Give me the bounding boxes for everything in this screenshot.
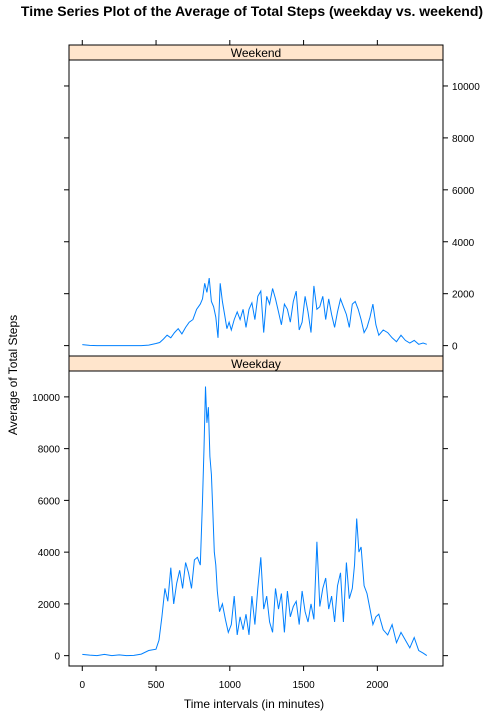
x-tick-label-2000: 2000 [366, 680, 389, 691]
x-tick-label-1000: 1000 [219, 680, 242, 691]
x-tick-label-0: 0 [79, 680, 85, 691]
y-tick-label-weekend-4000: 4000 [452, 238, 475, 249]
series-line-weekday [82, 386, 428, 657]
y-tick-label-weekend-2000: 2000 [452, 290, 475, 301]
y-tick-label-weekday-0: 0 [54, 652, 60, 663]
strip-label-weekend: Weekend [231, 46, 281, 60]
x-tick-label-500: 500 [148, 680, 165, 691]
strip-label-weekday: Weekday [231, 357, 281, 371]
y-tick-label-weekday-6000: 6000 [38, 496, 61, 507]
panels: Weekend Weekday [68, 44, 444, 667]
chart-title: Time Series Plot of the Average of Total… [21, 3, 483, 19]
x-tick-label-1500: 1500 [292, 680, 315, 691]
y-tick-label-weekend-8000: 8000 [452, 134, 475, 145]
y-tick-label-weekend-10000: 10000 [452, 82, 480, 93]
x-axis-label: Time intervals (in minutes) [184, 697, 324, 711]
panel-weekend: Weekend [68, 44, 444, 357]
y-tick-label-weekend-6000: 6000 [452, 186, 475, 197]
y-tick-label-weekday-4000: 4000 [38, 548, 61, 559]
axes: 0200040006000800010000020004000600080001… [32, 40, 480, 691]
y-tick-label-weekday-8000: 8000 [38, 445, 61, 456]
panel-frame-weekday [68, 370, 444, 667]
y-tick-label-weekday-10000: 10000 [32, 393, 60, 404]
y-tick-label-weekday-2000: 2000 [38, 600, 61, 611]
y-tick-label-weekend-0: 0 [452, 342, 458, 353]
series-line-weekend [82, 278, 427, 347]
y-axis-label: Average of Total Steps [6, 315, 20, 435]
panel-weekday: Weekday [68, 355, 444, 667]
